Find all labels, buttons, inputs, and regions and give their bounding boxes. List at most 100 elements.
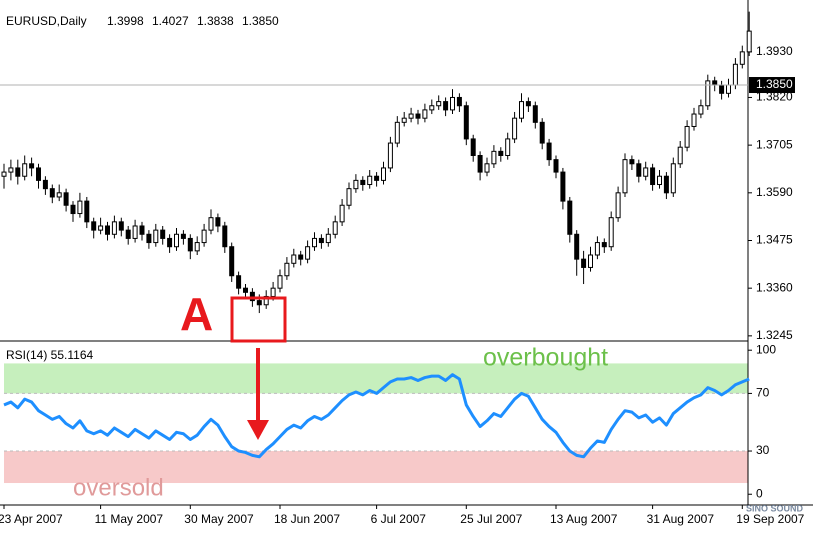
candle-body xyxy=(270,287,276,297)
candle-body xyxy=(746,30,752,53)
watermark: SINO SOUND xyxy=(746,503,804,513)
oversold-band xyxy=(4,451,748,484)
y-tick-label: 1.3930 xyxy=(756,44,793,58)
candle-body xyxy=(180,233,186,239)
ohlc-label: 1.3998 xyxy=(107,14,144,28)
candle-body xyxy=(339,204,345,223)
rsi-line xyxy=(3,373,750,459)
x-tick-label: 31 Aug 2007 xyxy=(647,512,715,526)
candle-body xyxy=(70,204,76,215)
candle-body xyxy=(374,175,380,181)
candle-body xyxy=(153,229,159,244)
overbought-band xyxy=(4,363,748,394)
candle-body xyxy=(726,84,731,94)
ohlc-label: 1.3850 xyxy=(242,14,279,28)
candle-body xyxy=(174,233,179,248)
candle-body xyxy=(450,96,455,111)
candle-body xyxy=(1,171,7,177)
candle-body xyxy=(456,96,462,107)
ohlc-label: 1.4027 xyxy=(152,14,189,28)
candle-body xyxy=(594,242,600,256)
candle-body xyxy=(581,258,587,268)
annotation-marker: A xyxy=(180,288,213,340)
candle-body xyxy=(629,159,635,165)
candle-body xyxy=(167,237,173,248)
candle-body xyxy=(608,217,614,248)
candle-body xyxy=(684,125,690,148)
candle-body xyxy=(394,121,400,144)
candle-body xyxy=(553,159,559,173)
candle-body xyxy=(201,229,207,244)
candle-body xyxy=(346,188,352,206)
candle-body xyxy=(387,142,393,169)
rsi-tick-label: 70 xyxy=(756,386,770,400)
candle-body xyxy=(222,225,228,248)
candle-body xyxy=(512,117,518,140)
candle-body xyxy=(236,275,242,289)
candle-body xyxy=(443,101,449,111)
candle-body xyxy=(525,101,531,107)
candle-body xyxy=(574,233,580,260)
candle-body xyxy=(367,175,373,186)
current-price-label: 1.3850 xyxy=(756,77,793,91)
candle-body xyxy=(187,237,193,252)
candle-body xyxy=(84,200,90,223)
candle-body xyxy=(650,167,656,186)
candle-body xyxy=(436,101,442,107)
candle-body xyxy=(243,287,248,293)
candle-body xyxy=(470,138,476,157)
candle-body xyxy=(305,246,311,260)
candle-body xyxy=(381,167,386,181)
candle-body xyxy=(519,101,524,119)
plot: 1.3998 1.4027 1.3838 1.3850 1.3930 1.3820 1.37… xyxy=(0,11,805,526)
x-tick-label: 19 Sep 2007 xyxy=(736,512,804,526)
rsi-tick-label: 0 xyxy=(756,486,763,500)
y-tick-label: 1.3360 xyxy=(756,280,793,294)
candle-body xyxy=(422,109,428,119)
candle-body xyxy=(208,217,214,231)
candle-body xyxy=(291,254,297,264)
candle-body xyxy=(160,229,166,239)
candle-body xyxy=(739,51,745,65)
candle-body xyxy=(408,113,414,119)
x-tick-label: 23 Apr 2007 xyxy=(0,512,63,526)
candle-body xyxy=(643,167,649,177)
current-price-box xyxy=(749,77,795,94)
candle-body xyxy=(132,225,138,239)
candle-body xyxy=(256,300,262,306)
rsi-bands xyxy=(4,363,748,484)
x-tick-label: 6 Jul 2007 xyxy=(371,512,427,526)
candle-body xyxy=(401,117,407,123)
candle-body xyxy=(712,80,718,86)
x-tick-label: 11 May 2007 xyxy=(95,512,164,526)
candle-body xyxy=(429,105,435,111)
symbol-label: EURUSD,Daily xyxy=(6,14,87,28)
candle-body xyxy=(318,237,324,244)
candle-body xyxy=(125,229,131,239)
candle-body xyxy=(360,179,366,186)
candle-body xyxy=(111,221,117,235)
x-tick-label: 18 Jun 2007 xyxy=(274,512,340,526)
candle-body xyxy=(732,63,738,86)
candle-body xyxy=(98,225,104,231)
candle-body xyxy=(91,221,97,231)
candle-body xyxy=(677,146,683,165)
rsi-tick-label: 100 xyxy=(756,342,776,356)
candle-body xyxy=(539,121,545,144)
candle-body xyxy=(691,113,697,127)
rsi-label: RSI(14) 55.1164 xyxy=(6,348,93,362)
candle-body xyxy=(229,246,235,277)
y-tick-label: 1.3705 xyxy=(756,137,793,151)
candle-body xyxy=(215,217,221,227)
x-tick-label: 30 May 2007 xyxy=(184,512,254,526)
candle-body xyxy=(505,138,511,157)
candle-body xyxy=(636,163,642,177)
candle-body xyxy=(484,163,490,173)
y-tick-label: 1.3590 xyxy=(756,185,793,199)
highlight-box xyxy=(230,296,287,343)
y-tick-label: 1.3245 xyxy=(756,328,793,342)
arrow-head xyxy=(247,420,269,440)
overbought-label: overbought xyxy=(483,344,608,372)
